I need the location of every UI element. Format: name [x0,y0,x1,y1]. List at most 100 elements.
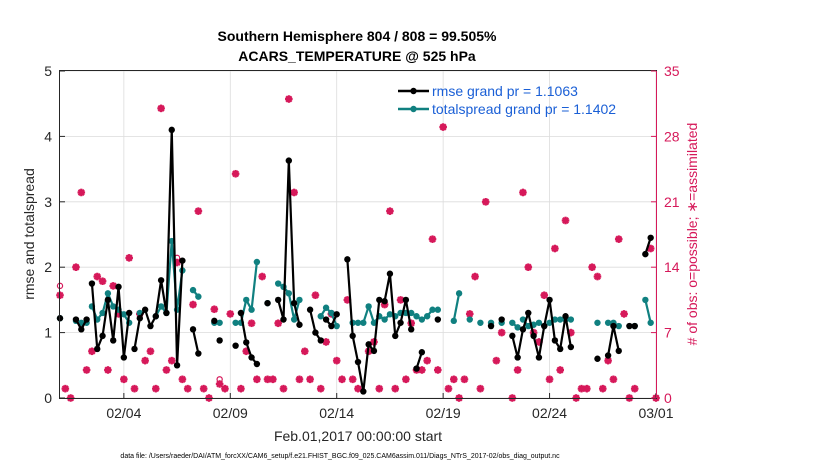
obs-assimilated-marker [104,366,112,374]
rmse-line [191,329,200,354]
rmse-point [519,326,527,333]
obs-assimilated-marker [497,328,506,337]
obs-assimilated-marker [375,384,384,393]
totalspread-point [557,316,564,323]
rmse-point [354,358,362,366]
totalspread-point [274,280,282,287]
obs-assimilated-marker [620,310,628,318]
totalspread-point [317,313,324,320]
totalspread-point [195,293,202,300]
obs-assimilated-marker [141,356,149,365]
rmse-point [280,316,287,323]
rmse-point [365,341,372,348]
obs-assimilated-marker [598,384,607,393]
totalspread-point [615,322,622,330]
rmse-point [594,355,601,362]
obs-assimilated-marker [354,384,362,393]
obs-assimilated-marker [61,384,70,393]
rmse-point [626,322,633,330]
rmse-point [104,296,112,304]
rmse-point [498,316,505,323]
obs-assimilated-marker [614,235,623,243]
totalspread-point [216,319,223,326]
obs-assimilated-marker [285,95,293,103]
rmse-point [253,360,261,368]
x-tick-label: 02/09 [213,405,248,421]
totalspread-point [450,317,457,325]
totalspread-point [110,303,117,310]
rmse-point [397,319,404,326]
x-axis-label: Feb.01,2017 00:00:00 start [274,428,442,444]
obs-assimilated-marker [146,347,155,356]
obs-assimilated-marker [460,375,469,384]
y-tick-label: 4 [44,128,52,144]
y2-axis-label: # of obs: o=possible; ∗=assimilated [684,123,700,346]
rmse-point [179,257,186,264]
totalspread-point [386,311,394,318]
rmse-point [402,296,410,304]
obs-assimilated-marker [189,300,197,309]
rmse-point [306,306,314,313]
obs-assimilated-marker [540,291,549,300]
obs-assimilated-marker [476,384,485,393]
rmse-point [562,313,569,320]
obs-assimilated-marker [423,356,431,365]
data-file-footer: data file: /Users/raeder/DAI/ATM_forcXX/… [120,453,560,460]
obs-assimilated-marker [609,375,618,384]
obs-assimilated-marker [183,384,192,393]
legend: rmse grand pr = 1.1063 totalspread grand… [398,83,616,117]
totalspread-point [466,316,473,323]
totalspread-point [248,306,255,313]
rmse-point [615,347,622,355]
obs-assimilated-marker [130,384,139,393]
rmse-point [418,349,426,356]
obs-assimilated-marker [290,188,298,197]
rmse-point [317,337,324,344]
totalspread-line [452,293,461,322]
obs-assimilated-marker [332,356,341,365]
obs-assimilated-marker [210,305,219,314]
x-tick-label: 02/14 [319,405,354,421]
totalspread-point [365,303,372,310]
obs-assimilated-marker [72,263,80,271]
obs-assimilated-marker [199,384,208,393]
y2-tick-label: 7 [664,325,672,341]
totalspread-line [644,299,652,324]
obs-assimilated-marker [513,366,522,374]
totalspread-point [328,309,335,317]
totalspread-point [333,322,340,330]
rmse-point [551,337,559,344]
rmse-point [642,250,649,258]
totalspread-point [253,258,261,266]
rmse-point [141,306,149,313]
rmse-point [386,270,394,277]
chart-title: Southern Hemisphere 804 / 808 = 99.505% [218,28,498,44]
y-tick-label: 0 [44,390,52,406]
x-tick-label: 02/04 [106,405,141,421]
rmse-point [328,322,335,330]
obs-assimilated-marker [316,384,325,393]
obs-assimilated-marker [247,319,256,328]
rmse-point [157,277,165,284]
totalspread-point [434,306,442,313]
chart-subtitle: ACARS_TEMPERATURE @ 525 hPa [238,48,476,64]
obs-assimilated-marker [481,198,490,206]
rmse-point [290,299,298,307]
obs-assimilated-marker [279,384,288,393]
rmse-point [535,354,543,361]
rmse-point [88,280,96,287]
obs-assimilated-marker [295,375,304,384]
totalspread-point [604,319,612,326]
series-lines [56,126,654,395]
rmse-point [125,309,133,317]
rmse-point [296,321,303,328]
rmse-point [647,234,654,241]
obs-assimilated-marker [338,375,346,384]
obs-assimilated-marker [274,319,282,328]
rmse-point [381,298,388,305]
obs-assimilated-marker [588,263,596,271]
legend-totalspread-marker [410,105,417,113]
rmse-point [487,322,495,330]
rmse-point [434,316,442,323]
x-tick-label: 02/19 [426,405,461,421]
